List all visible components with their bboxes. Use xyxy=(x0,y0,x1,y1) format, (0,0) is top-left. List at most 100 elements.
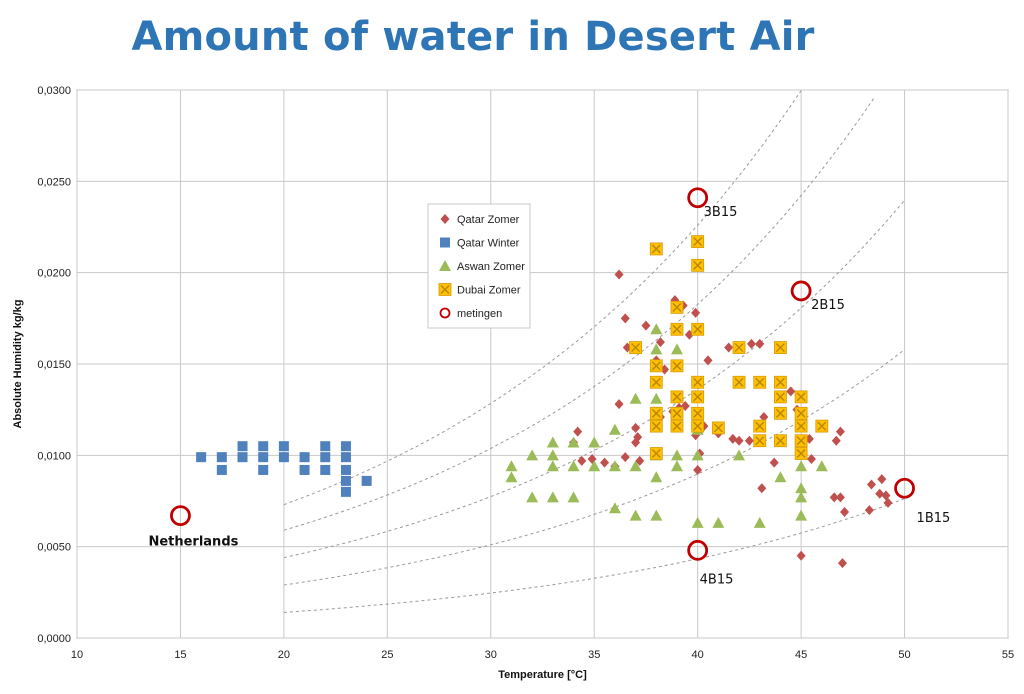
dubai-zomer-point-cross xyxy=(651,377,661,387)
annotations: 3B15 2B15 1B15 4B15 Netherlands xyxy=(148,205,950,588)
aswan-zomer-point xyxy=(526,491,539,503)
y-tick-label: 0,0100 xyxy=(37,450,71,462)
aswan-zomer-point xyxy=(670,449,683,461)
aswan-zomer-point xyxy=(567,460,580,472)
dubai-zomer-point xyxy=(649,406,663,420)
dubai-zomer-point-cross xyxy=(693,377,703,387)
legend-marker-dubai-zomer xyxy=(438,283,452,296)
dubai-zomer-point xyxy=(794,406,808,420)
dubai-zomer-point xyxy=(691,375,705,389)
dubai-zomer-point xyxy=(815,419,829,433)
dubai-zomer-point-cross xyxy=(693,392,703,402)
aswan-zomer-point xyxy=(670,343,683,355)
qatar-zomer-point xyxy=(728,433,738,444)
dubai-zomer-point xyxy=(774,375,787,389)
x-tick-label: 40 xyxy=(692,649,704,661)
aswan-zomer-point xyxy=(774,471,787,483)
aswan-zomer-point xyxy=(567,491,580,503)
dubai-zomer-point xyxy=(774,406,787,420)
page-title: Amount of water in Desert Air xyxy=(131,14,815,60)
dubai-zomer-point-cross xyxy=(796,421,806,431)
dubai-zomer-point-cross xyxy=(672,408,682,418)
dubai-zomer-point-cross xyxy=(693,421,703,431)
gridlines xyxy=(76,89,1009,639)
aswan-zomer-point xyxy=(505,460,518,472)
legend-label-aswan-zomer: Aswan Zomer xyxy=(457,261,525,273)
dubai-zomer-point xyxy=(774,434,787,448)
dubai-zomer-point xyxy=(649,419,663,433)
dubai-zomer-point-cross xyxy=(796,392,806,402)
legend-marker-aswan-zomer xyxy=(439,260,451,271)
dubai-zomer-point-cross xyxy=(775,343,785,353)
y-tick-label: 0,0200 xyxy=(37,268,71,280)
qatar-zomer-point xyxy=(877,474,887,485)
dubai-zomer-point-cross xyxy=(796,408,806,418)
x-tick-label: 10 xyxy=(71,649,83,661)
legend-marker-dubai-zomer-cross xyxy=(440,285,450,294)
dubai-zomer-point xyxy=(670,359,684,373)
qatar-zomer-point xyxy=(759,411,769,422)
qatar-winter-point xyxy=(340,475,351,486)
x-tick-label: 15 xyxy=(174,649,186,661)
qatar-zomer-point xyxy=(786,386,796,397)
qatar-zomer-point xyxy=(641,320,651,331)
x-tick-label: 50 xyxy=(898,649,910,661)
dubai-zomer-point-cross xyxy=(672,421,682,431)
dubai-zomer-point xyxy=(794,447,808,460)
qatar-winter-point xyxy=(278,441,289,452)
dubai-zomer-point-cross xyxy=(755,436,765,446)
dubai-zomer-point-cross xyxy=(817,421,827,431)
qatar-winter-point xyxy=(237,441,248,452)
qatar-zomer-point xyxy=(864,505,874,516)
dubai-zomer-point xyxy=(670,322,684,336)
dubai-zomer-point-cross xyxy=(693,237,703,247)
aswan-zomer-point xyxy=(546,436,559,448)
qatar-zomer-point xyxy=(875,488,885,499)
aswan-zomer-point xyxy=(629,509,642,521)
aswan-zomer-point xyxy=(691,516,704,528)
x-tick-label: 35 xyxy=(588,649,600,661)
y-tick-label: 0,0000 xyxy=(37,633,71,645)
qatar-zomer-point xyxy=(614,269,624,280)
dubai-zomer-point xyxy=(649,375,663,389)
x-axis-title: Temperature [°C] xyxy=(498,669,587,681)
data-points xyxy=(170,187,915,569)
qatar-zomer-point xyxy=(691,307,701,318)
axes: 10 15 20 25 30 35 40 45 50 55 0,0000 0,0050 0,0100 0,… xyxy=(12,85,1014,681)
dubai-zomer-point-cross xyxy=(755,421,765,431)
dubai-zomer-point-cross xyxy=(631,343,641,353)
qatar-winter-point xyxy=(320,441,331,452)
dubai-zomer-point-cross xyxy=(651,361,661,371)
qatar-zomer-point xyxy=(655,337,665,348)
qatar-zomer-point xyxy=(881,490,891,501)
qatar-zomer-point xyxy=(573,426,583,437)
qatar-winter-point xyxy=(340,441,351,452)
dubai-zomer-point-cross xyxy=(796,436,806,446)
qatar-zomer-point xyxy=(614,399,624,410)
dubai-zomer-point xyxy=(691,390,705,404)
dubai-zomer-point-cross xyxy=(672,392,682,402)
aswan-zomer-point xyxy=(526,449,539,461)
aswan-zomer-point xyxy=(650,343,663,355)
dubai-zomer-point xyxy=(732,341,746,354)
dubai-zomer-point-cross xyxy=(693,260,703,270)
dubai-zomer-point xyxy=(794,419,808,433)
dubai-zomer-point-cross xyxy=(775,408,785,418)
dubai-zomer-point xyxy=(774,390,787,404)
qatar-zomer-point xyxy=(734,435,744,446)
dubai-zomer-point xyxy=(649,447,663,460)
aswan-zomer-point xyxy=(567,436,580,448)
qatar-zomer-point xyxy=(577,455,587,466)
y-tick-label: 0,0300 xyxy=(37,85,71,97)
reference-curve xyxy=(283,498,905,613)
qatar-zomer-point xyxy=(600,457,610,468)
qatar-zomer-point xyxy=(693,464,703,475)
dubai-zomer-point-cross xyxy=(672,361,682,371)
dubai-zomer-point xyxy=(794,390,808,404)
dubai-zomer-point xyxy=(670,406,684,420)
qatar-zomer-point xyxy=(837,558,847,569)
dubai-zomer-point xyxy=(670,300,684,314)
qatar-zomer-point xyxy=(703,355,713,366)
annotation-label: 2B15 xyxy=(811,298,845,313)
